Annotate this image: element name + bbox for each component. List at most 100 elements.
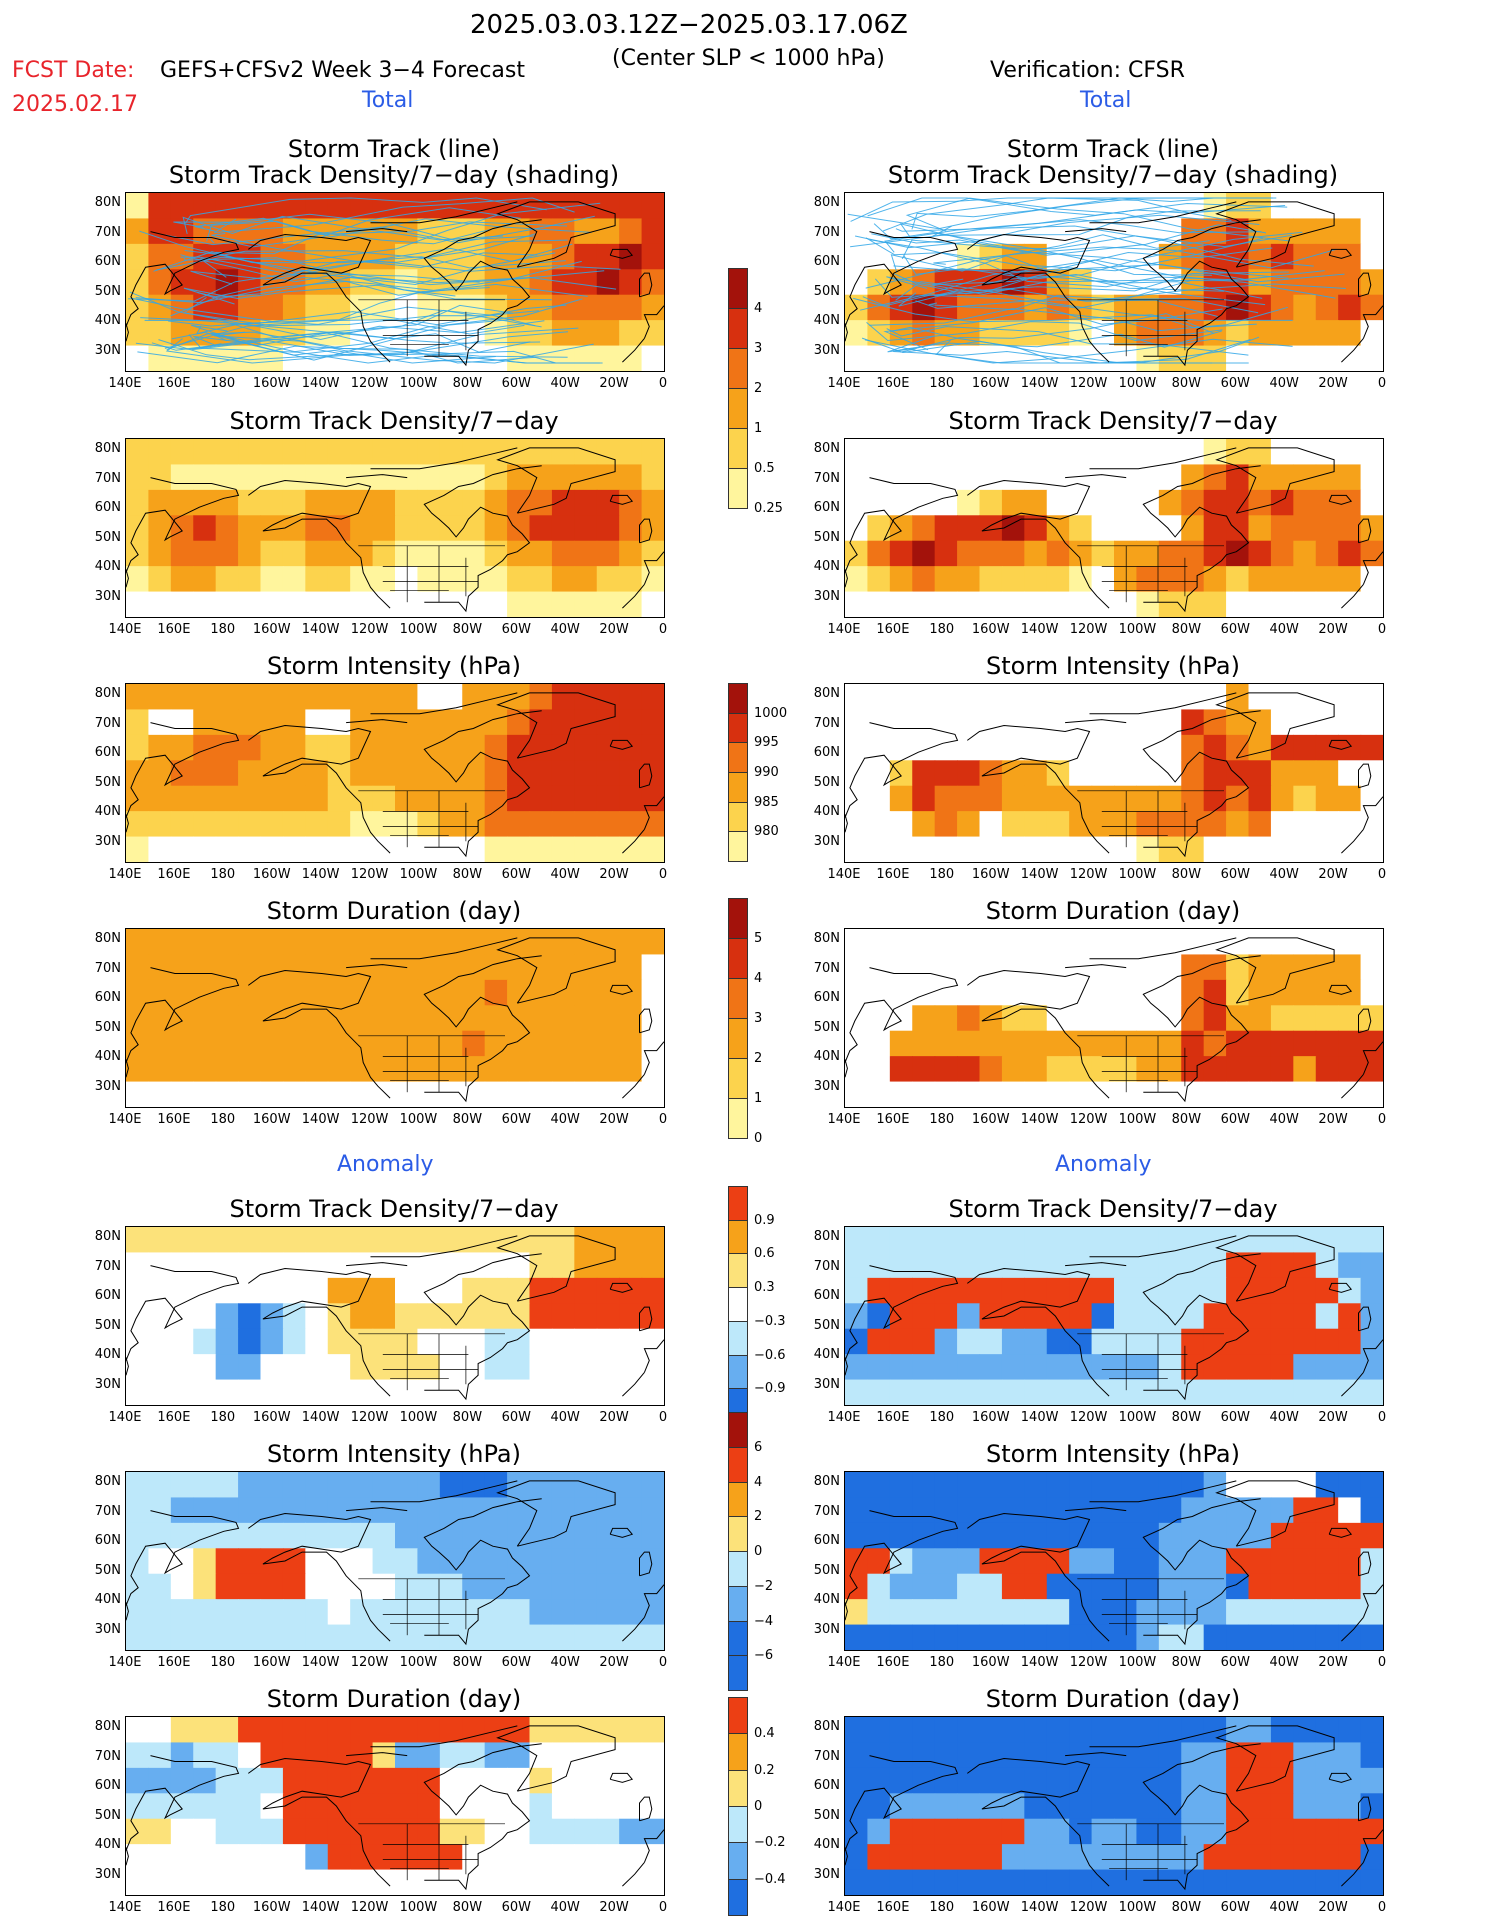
- heatmap-cell: [148, 566, 172, 593]
- heatmap-cell: [507, 591, 531, 617]
- heatmap-cell: [1091, 709, 1115, 736]
- heatmap-cell: [1158, 1818, 1182, 1845]
- heatmap-cell: [979, 1793, 1003, 1820]
- y-tick-label: 80N: [94, 686, 121, 701]
- heatmap-cell: [889, 1497, 913, 1524]
- heatmap-cell: [260, 836, 284, 862]
- heatmap-cell: [1001, 1227, 1025, 1254]
- colorbar-label: 0: [754, 1799, 763, 1814]
- heatmap-cell: [1136, 929, 1160, 956]
- heatmap-cell: [372, 1472, 396, 1499]
- heatmap-cell: [507, 1328, 531, 1355]
- heatmap-cell: [484, 954, 508, 981]
- y-tick-label: 70N: [813, 1748, 840, 1764]
- heatmap-cell: [1001, 1056, 1025, 1083]
- x-tick-label: 60W: [501, 1112, 531, 1127]
- heatmap-cell: [462, 1793, 486, 1820]
- heatmap-cell: [417, 1599, 441, 1626]
- heatmap-cell: [912, 515, 936, 542]
- heatmap-cell: [1248, 1497, 1272, 1524]
- heatmap-cell: [350, 1818, 374, 1845]
- heatmap-cell: [193, 464, 217, 491]
- y-tick-label: 70N: [813, 1503, 840, 1519]
- heatmap-cell: [1203, 684, 1227, 711]
- heatmap-cell: [596, 1277, 620, 1304]
- x-tick-label: 160W: [252, 1655, 291, 1670]
- heatmap-cell: [193, 979, 217, 1006]
- heatmap-cell: [507, 1522, 531, 1549]
- heatmap-cell: [462, 1472, 486, 1499]
- colorbar-swatch: [728, 388, 748, 429]
- colorbar-swatch: [728, 1098, 748, 1139]
- heatmap-cell: [439, 734, 463, 761]
- x-tick-label: 180: [210, 1112, 236, 1127]
- x-tick-label: 160E: [876, 376, 910, 391]
- heatmap-cell: [507, 1624, 531, 1650]
- heatmap-cell: [1203, 1081, 1227, 1107]
- x-tick-label: 60W: [1220, 1900, 1250, 1915]
- forecast_anom_intensity-map: 80N 70N 60N 50N 40N 30N 140E 160E 180 160W 140W 120…: [95, 1471, 667, 1670]
- heatmap-cell: [439, 1303, 463, 1330]
- heatmap-cell: [1203, 1573, 1227, 1600]
- heatmap-cell: [417, 979, 441, 1006]
- colorbar-swatch: [728, 1697, 748, 1735]
- heatmap-cell: [1024, 1472, 1048, 1499]
- heatmap-cell: [260, 1793, 284, 1820]
- heatmap-cell: [1181, 439, 1205, 466]
- heatmap-cell: [372, 954, 396, 981]
- heatmap-cell: [1001, 1818, 1025, 1845]
- colorbar-swatch: [728, 1769, 748, 1807]
- heatmap-cell: [1136, 684, 1160, 711]
- heatmap-cell: [1315, 836, 1339, 862]
- heatmap-cell: [507, 1081, 531, 1107]
- y-tick-label: 60N: [813, 745, 840, 760]
- y-tick-label: 40N: [94, 313, 121, 328]
- heatmap-cell: [1114, 1599, 1138, 1626]
- heatmap-cell: [934, 1767, 958, 1794]
- heatmap-cell: [641, 929, 664, 956]
- heatmap-cell: [619, 1030, 643, 1057]
- heatmap-cell: [417, 1497, 441, 1524]
- x-tick-label: 180: [210, 622, 236, 637]
- heatmap-cell: [1069, 811, 1093, 838]
- heatmap-cell: [1315, 439, 1339, 466]
- heatmap-cell: [484, 709, 508, 736]
- x-tick-label: 140W: [301, 867, 340, 882]
- colorbar-label: 4: [754, 1474, 763, 1490]
- heatmap-cell: [979, 811, 1003, 838]
- heatmap-cell: [1338, 1818, 1362, 1845]
- y-tick-label: 70N: [813, 960, 840, 976]
- coastline: [639, 272, 653, 298]
- x-tick-label: 160W: [252, 622, 291, 637]
- heatmap-cell: [1024, 1252, 1048, 1279]
- heatmap-cell: [215, 929, 239, 956]
- heatmap-cell: [1091, 1717, 1115, 1744]
- heatmap-cell: [1203, 785, 1227, 812]
- heatmap-cell: [439, 929, 463, 956]
- heatmap-cell: [417, 1030, 441, 1057]
- heatmap-cell: [282, 1548, 306, 1575]
- heatmap-cell: [1024, 566, 1048, 593]
- heatmap-cell: [126, 1379, 150, 1405]
- heatmap-cell: [889, 1354, 913, 1381]
- heatmap-cell: [845, 345, 869, 371]
- panel-title: Storm Duration (day): [843, 1686, 1383, 1712]
- heatmap-cells: [845, 684, 1383, 862]
- heatmap-cell: [1024, 734, 1048, 761]
- coastline: [1215, 447, 1335, 514]
- heatmap-cell: [1315, 1227, 1339, 1254]
- heatmap-cell: [1360, 1472, 1383, 1499]
- heatmap-cell: [845, 1869, 869, 1895]
- heatmap-cell: [193, 1869, 217, 1895]
- heatmap-cell: [1091, 1472, 1115, 1499]
- heatmap-cell: [439, 1497, 463, 1524]
- heatmap-cell: [439, 709, 463, 736]
- x-tick-label: 0: [658, 1410, 668, 1425]
- panel-subtitle: Storm Track Density/7−day (shading): [887, 161, 1339, 189]
- heatmap-cell: [596, 1354, 620, 1381]
- heatmap-cell: [126, 243, 150, 270]
- heatmap-cell: [979, 1303, 1003, 1330]
- heatmap-cell: [170, 684, 194, 711]
- heatmap-cell: [395, 684, 419, 711]
- heatmap-cell: [126, 566, 150, 593]
